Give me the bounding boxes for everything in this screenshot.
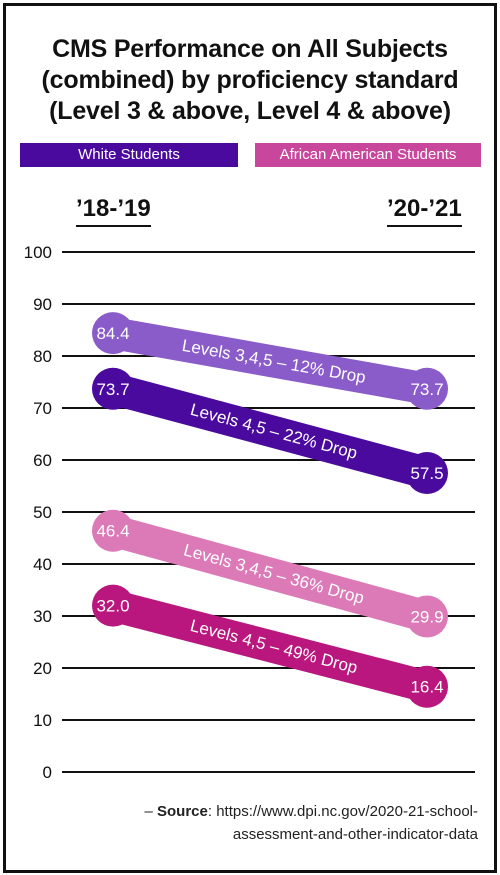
series-3-value-label-end: 29.9 <box>410 608 443 627</box>
series-1-value-label-start: 84.4 <box>96 324 129 343</box>
series-line-2 <box>108 373 432 489</box>
title-line-1: CMS Performance on All Subjects <box>52 35 448 63</box>
series-3-name-label: Levels 3,4,5 – 36% Drop <box>182 540 367 607</box>
legend-white-students: White Students <box>20 143 238 167</box>
source-prefix: – <box>144 803 157 820</box>
title-line-3: (Level 3 & above, Level 4 & above) <box>49 97 451 125</box>
series-2-point-end <box>406 452 448 494</box>
series-2-value-label-end: 57.5 <box>410 464 443 483</box>
source-text-1: : https://www.dpi.nc.gov/2020-21-school- <box>207 803 478 820</box>
series-4-point-start <box>92 584 134 627</box>
series-2-value-label-start: 73.7 <box>96 380 129 399</box>
title-line-2: (combined) by proficiency standard <box>41 66 459 94</box>
series-3-value-label-start: 46.4 <box>96 522 129 541</box>
period-label-start: ’18-’19 <box>76 195 151 227</box>
series-4-value-label-start: 32.0 <box>96 597 129 616</box>
y-tick-label-60: 60 <box>33 451 52 470</box>
chart-title: CMS Performance on All Subjects (combine… <box>0 34 500 127</box>
legend-african-american-students: African American Students <box>255 143 481 167</box>
series-line-3 <box>108 515 432 632</box>
series-4-value-label-end: 16.4 <box>410 678 443 697</box>
series-2-point-start <box>92 367 134 410</box>
series-3-point-end <box>406 595 448 638</box>
y-tick-label-80: 80 <box>33 347 52 366</box>
source-label: Source <box>157 803 208 820</box>
y-tick-label-70: 70 <box>33 399 52 418</box>
series-line-1 <box>110 317 430 405</box>
source-note: – Source: https://www.dpi.nc.gov/2020-21… <box>144 800 478 846</box>
source-line-1: – Source: https://www.dpi.nc.gov/2020-21… <box>144 800 478 823</box>
period-label-end: ’20-’21 <box>387 195 462 227</box>
source-text-2: assessment-and-other-indicator-data <box>232 826 478 843</box>
y-tick-label-10: 10 <box>33 711 52 730</box>
series-line-4 <box>108 590 432 703</box>
y-tick-label-0: 0 <box>43 763 52 782</box>
series-1-point-end <box>406 367 448 410</box>
y-tick-label-40: 40 <box>33 555 52 574</box>
y-tick-label-20: 20 <box>33 659 52 678</box>
series-1-value-label-end: 73.7 <box>410 380 443 399</box>
y-tick-label-100: 100 <box>24 243 52 262</box>
series-3-point-start <box>92 509 134 552</box>
y-tick-label-50: 50 <box>33 503 52 522</box>
y-tick-label-90: 90 <box>33 295 52 314</box>
series-4-point-end <box>406 665 448 708</box>
y-tick-label-30: 30 <box>33 607 52 626</box>
series-1-point-start <box>92 312 134 355</box>
